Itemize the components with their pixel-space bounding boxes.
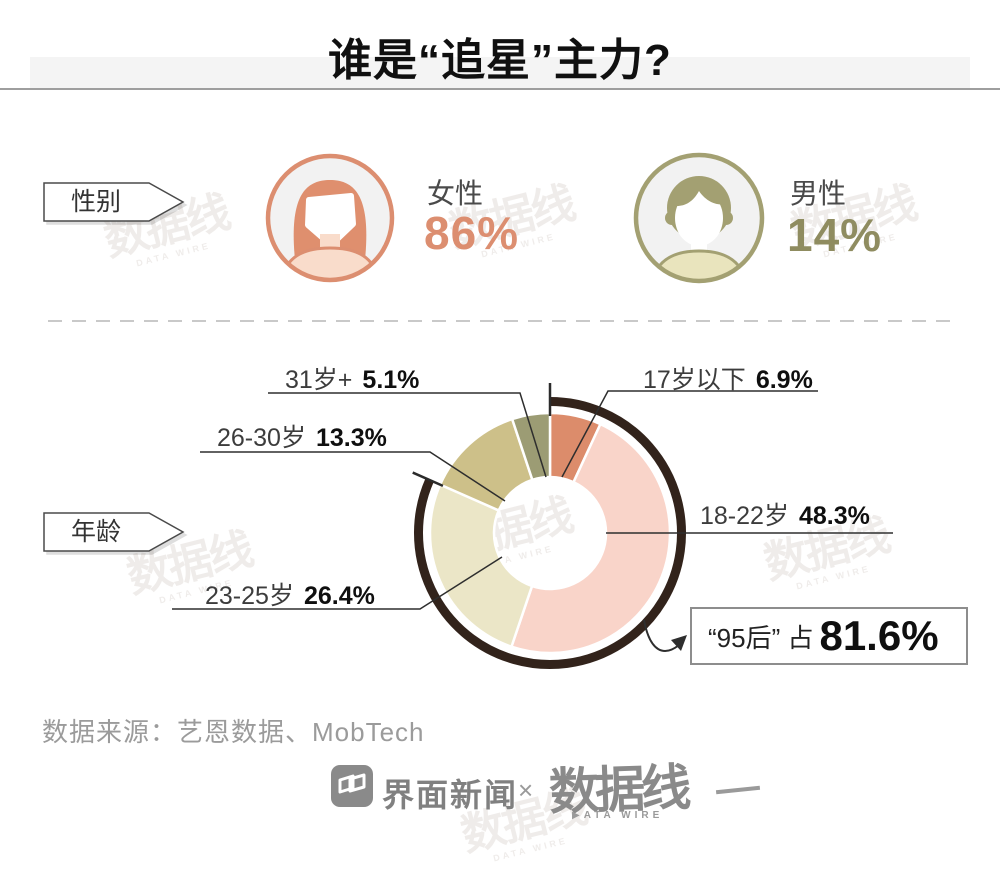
data-source: 数据来源：艺恩数据、MobTech — [42, 717, 425, 747]
arrow-tag-shape — [43, 182, 185, 222]
leader-17 — [561, 390, 818, 478]
age-label-31plus: 31岁+ 5.1% — [285, 366, 420, 394]
age-donut-chart — [172, 383, 893, 669]
cross-separator: × — [518, 775, 534, 805]
title-highlight-strip — [30, 57, 970, 88]
age-label-18-22: 18-22岁 48.3% — [700, 502, 870, 530]
age-label-23-25: 23-25岁 26.4% — [205, 582, 375, 610]
bracket-arc-95hou — [412, 383, 686, 669]
bracket-arc — [414, 397, 686, 669]
callout-curved-arrow — [643, 619, 680, 652]
age-tag-label: 年龄 — [70, 518, 121, 546]
bracket-tick — [412, 471, 444, 488]
callout-95hou-box: “95后” 占 81.6% — [690, 607, 968, 665]
pie-slice-4 — [510, 411, 552, 482]
arrow-tag-shape — [43, 512, 185, 552]
leader-31plus — [268, 392, 547, 478]
jiemian-news-logo-icon — [331, 765, 373, 807]
pie-slice-2 — [428, 483, 534, 648]
arrowhead-icon — [671, 635, 687, 651]
male-avatar-icon — [633, 152, 765, 284]
leader-26-30 — [200, 451, 506, 502]
jiemian-news-wordmark: 界面新闻 — [382, 777, 519, 813]
header-divider-line — [0, 88, 1000, 90]
leader-23-25 — [172, 556, 503, 610]
callout-prefix: “95后” 占 — [708, 622, 814, 653]
donut-slices — [428, 411, 672, 655]
female-avatar-icon — [265, 153, 395, 283]
age-section-tag: 年龄 — [43, 511, 185, 555]
female-label: 女性 — [427, 178, 484, 209]
male-label: 男性 — [790, 178, 847, 209]
gender-tag-label: 性别 — [70, 188, 121, 216]
gender-section-tag: 性别 — [43, 181, 185, 225]
leader-lines — [172, 390, 893, 652]
page-title: 谁是“追星”主力? — [328, 36, 672, 85]
age-label-26-30: 26-30岁 13.3% — [217, 424, 387, 452]
male-value: 14% — [787, 209, 883, 261]
dashed-divider — [48, 320, 952, 322]
datawire-subtext: ▶ATA WIRE — [572, 810, 664, 821]
pie-slice-1 — [510, 422, 672, 655]
age-label-under17: 17岁以下 6.9% — [643, 366, 813, 394]
callout-value: 81.6% — [819, 612, 939, 659]
female-value: 86% — [424, 207, 520, 259]
